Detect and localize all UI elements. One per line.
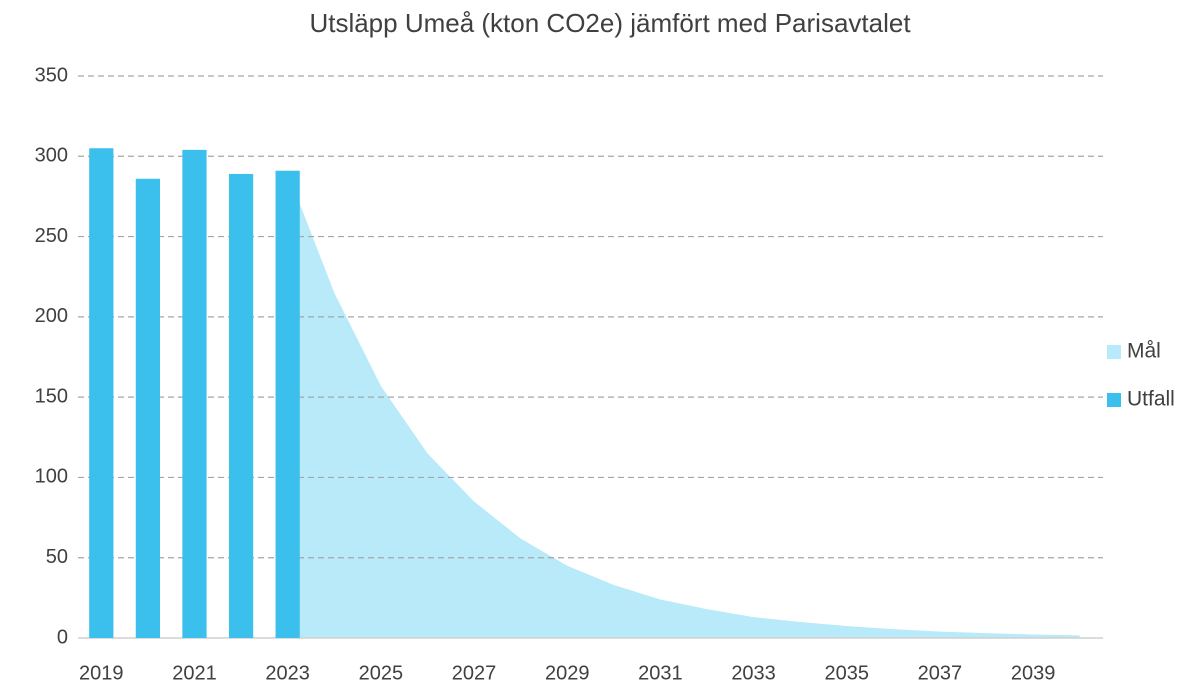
bar: [135, 178, 160, 638]
x-tick-label: 2021: [172, 662, 217, 684]
y-tick-label: 300: [35, 145, 68, 167]
area: [287, 172, 1080, 639]
bar: [275, 170, 300, 639]
bar: [228, 173, 254, 638]
legend-label: Utfall: [1127, 388, 1175, 411]
x-tick-label: 2019: [79, 662, 124, 684]
y-tick-label: 150: [35, 385, 68, 407]
y-tick-label: 50: [46, 546, 68, 568]
x-tick-label: 2031: [638, 662, 683, 684]
y-tick-label: 350: [35, 64, 68, 86]
y-tick-label: 250: [35, 225, 68, 247]
legend-swatch: [1107, 393, 1121, 407]
bar: [89, 148, 114, 638]
legend-swatch: [1107, 345, 1121, 359]
y-tick-label: 100: [35, 466, 68, 488]
x-tick-label: 2035: [825, 662, 870, 684]
x-tick-label: 2029: [545, 662, 590, 684]
x-tick-label: 2027: [452, 662, 497, 684]
y-tick-label: 200: [35, 305, 68, 327]
x-tick-label: 2023: [265, 662, 310, 684]
x-tick-label: 2025: [359, 662, 404, 684]
y-tick-label: 0: [57, 626, 68, 648]
x-tick-label: 2033: [731, 662, 776, 684]
x-tick-label: 2039: [1011, 662, 1056, 684]
x-tick-label: 2037: [918, 662, 963, 684]
chart-title: Utsläpp Umeå (kton CO2e) jämfört med Par…: [309, 8, 911, 38]
legend-label: Mål: [1127, 340, 1161, 363]
bar: [182, 149, 207, 638]
